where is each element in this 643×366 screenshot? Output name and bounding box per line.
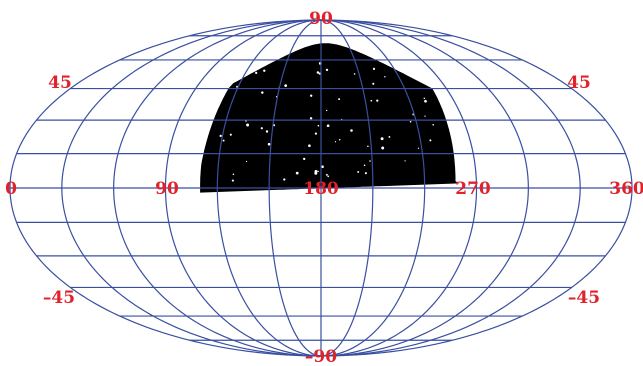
footprint-hole: [232, 173, 235, 176]
label-ra-270: 270: [455, 179, 491, 199]
footprint-hole: [284, 84, 288, 87]
footprint-hole: [409, 120, 412, 123]
footprint-hole: [222, 139, 225, 142]
footprint-hole: [283, 178, 286, 181]
footprint-hole: [325, 68, 329, 72]
footprint-hole: [310, 94, 313, 97]
footprint-hole: [260, 127, 263, 130]
footprint-hole: [372, 82, 375, 85]
label-ra-180: 180: [303, 179, 339, 199]
label-dec-45-left: 45: [48, 73, 72, 93]
footprint-hole: [429, 139, 432, 142]
footprint-hole: [370, 99, 373, 102]
footprint-hole: [424, 115, 426, 117]
footprint-hole: [321, 165, 324, 169]
footprint-hole: [325, 173, 328, 176]
label-dec-45-right: 45: [567, 73, 591, 93]
footprint-hole: [314, 171, 318, 175]
footprint-hole: [364, 172, 367, 175]
survey-footprint: [200, 43, 460, 193]
footprint-hole: [265, 130, 269, 133]
footprint-hole: [350, 129, 353, 132]
footprint-hole: [229, 133, 232, 136]
footprint-hole: [303, 157, 306, 161]
footprint-hole: [309, 117, 313, 120]
footprint-hole: [231, 179, 234, 182]
footprint-hole: [338, 138, 341, 141]
footprint-hole: [372, 67, 376, 70]
footprint-hole: [326, 124, 330, 128]
label-ra-0: 0: [5, 179, 17, 199]
footprint-hole: [384, 76, 386, 78]
footprint-hole: [367, 145, 369, 147]
footprint-hole: [295, 171, 299, 175]
footprint-hole: [376, 99, 379, 102]
label-dec-minus-45-left: –45: [43, 288, 75, 308]
footprint-hole: [334, 141, 337, 143]
footprint-hole: [258, 66, 260, 69]
footprint-hole: [245, 160, 248, 163]
coordinate-grid: [9, 19, 633, 357]
footprint-hole: [338, 98, 341, 101]
footprint-hole: [326, 109, 328, 112]
footprint-hole: [380, 137, 384, 141]
footprint-hole: [369, 160, 371, 162]
footprint-hole: [317, 124, 320, 127]
footprint-hole: [404, 160, 406, 162]
footprint-hole: [357, 170, 360, 173]
footprint-hole: [417, 147, 420, 149]
footprint-hole: [308, 144, 311, 147]
footprint-hole: [263, 69, 266, 72]
footprint-hole: [432, 123, 435, 126]
footprint-hole: [388, 135, 391, 138]
label-dec-90: 90: [309, 9, 333, 29]
footprint-hole: [255, 71, 258, 75]
footprint-hole: [261, 91, 264, 94]
footprint-hole: [314, 132, 317, 135]
footprint-hole: [219, 134, 222, 138]
footprint-area: [200, 43, 460, 193]
footprint-hole: [317, 170, 319, 173]
footprint-hole: [423, 97, 426, 100]
label-dec-minus-45-right: –45: [568, 288, 600, 308]
footprint-hole: [381, 146, 385, 150]
footprint-hole: [246, 123, 250, 127]
label-ra-360: 360: [609, 179, 643, 199]
footprint-hole: [327, 175, 330, 178]
footprint-hole: [363, 164, 366, 167]
footprint-hole: [316, 71, 320, 74]
label-dec-minus-90: –90: [305, 347, 337, 366]
footprint-hole: [424, 99, 427, 103]
footprint-hole: [267, 142, 271, 146]
footprint-hole: [253, 64, 257, 68]
footprint-hole: [353, 73, 356, 75]
label-ra-90: 90: [155, 179, 179, 199]
footprint-hole: [401, 66, 405, 69]
